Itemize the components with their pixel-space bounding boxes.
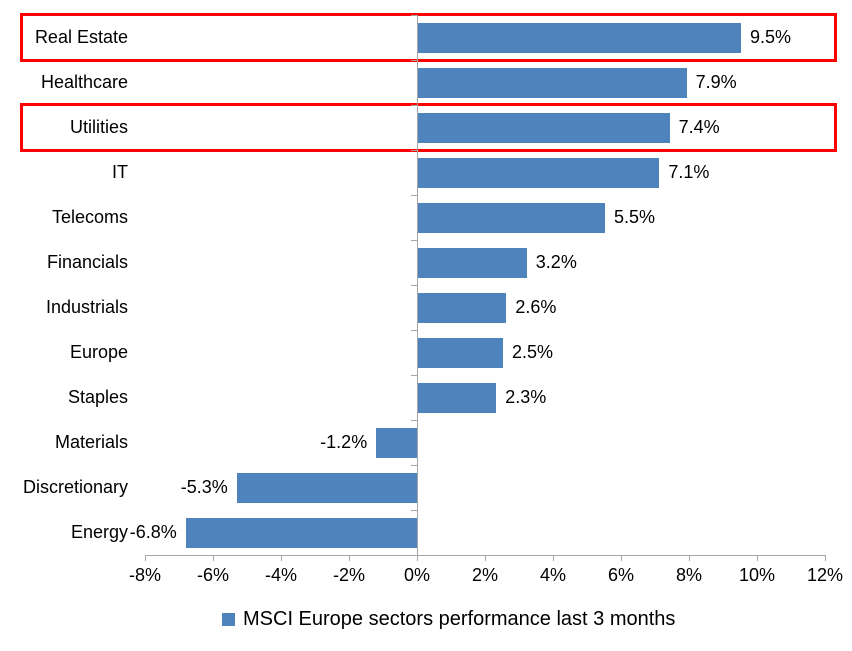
x-axis-tick-label: -8% [128,565,161,585]
value-label: 5.5% [614,207,656,227]
x-axis-tick-label: 8% [675,565,702,585]
x-axis-tick [825,555,826,561]
category-label: Telecoms [51,207,128,227]
y-axis-tick [411,285,417,286]
y-axis-tick [411,240,417,241]
category-label: Discretionary [22,477,128,497]
highlight-box-real-estate [20,13,837,62]
category-label: Staples [67,387,128,407]
x-axis-tick [621,555,622,561]
data-bar [418,338,503,368]
x-axis-tick-label: 4% [539,565,566,585]
x-axis-tick-label: 10% [738,565,776,585]
value-label: 2.5% [512,342,554,362]
category-label: IT [112,162,128,182]
value-label: 7.1% [668,162,710,182]
legend-marker-icon [222,613,235,626]
x-axis-tick-label: 6% [607,565,634,585]
data-bar [418,23,741,53]
y-axis-tick [411,15,417,16]
legend: MSCI Europe sectors performance last 3 m… [222,608,675,631]
category-label: Industrials [45,297,128,317]
value-label: 2.3% [505,387,547,407]
value-label: -6.8% [129,522,177,542]
category-label: Materials [54,432,128,452]
category-label: Europe [69,342,128,362]
y-axis-tick [411,150,417,151]
data-bar [185,518,417,548]
x-axis-tick [417,555,418,561]
category-label: Healthcare [40,72,128,92]
x-axis-tick [349,555,350,561]
x-axis-tick-label: 2% [471,565,498,585]
x-axis-tick [145,555,146,561]
x-axis-tick [485,555,486,561]
x-axis-tick [553,555,554,561]
value-label: 7.4% [678,117,720,137]
category-label: Financials [46,252,128,272]
x-axis-tick-label: -6% [196,565,229,585]
category-label: Utilities [69,117,128,137]
value-label: -1.2% [320,432,368,452]
data-bar [376,428,417,458]
data-bar [418,203,605,233]
data-bar [418,68,687,98]
y-axis-line [417,15,418,555]
data-bar [418,113,670,143]
x-axis-tick-label: 0% [403,565,430,585]
y-axis-tick [411,195,417,196]
value-label: 3.2% [535,252,577,272]
data-bar [236,473,417,503]
y-axis-tick [411,465,417,466]
x-axis-tick [213,555,214,561]
y-axis-tick [411,60,417,61]
value-label: 2.6% [515,297,557,317]
x-axis-tick [281,555,282,561]
x-axis-tick-label: 12% [806,565,844,585]
data-bar [418,293,507,323]
category-label: Energy [70,522,128,542]
y-axis-tick [411,420,417,421]
data-bar [418,248,527,278]
x-axis-tick [757,555,758,561]
x-axis-tick-label: -4% [264,565,297,585]
legend-label: MSCI Europe sectors performance last 3 m… [243,608,676,630]
y-axis-tick [411,375,417,376]
x-axis-tick-label: -2% [332,565,365,585]
value-label: 7.9% [695,72,737,92]
data-bar [418,158,660,188]
value-label: 9.5% [750,27,792,47]
highlight-box-utilities [20,103,837,152]
y-axis-tick [411,105,417,106]
data-bar [418,383,497,413]
y-axis-tick [411,510,417,511]
y-axis-tick [411,330,417,331]
category-label: Real Estate [34,27,128,47]
x-axis-tick [689,555,690,561]
value-label: -5.3% [180,477,228,497]
